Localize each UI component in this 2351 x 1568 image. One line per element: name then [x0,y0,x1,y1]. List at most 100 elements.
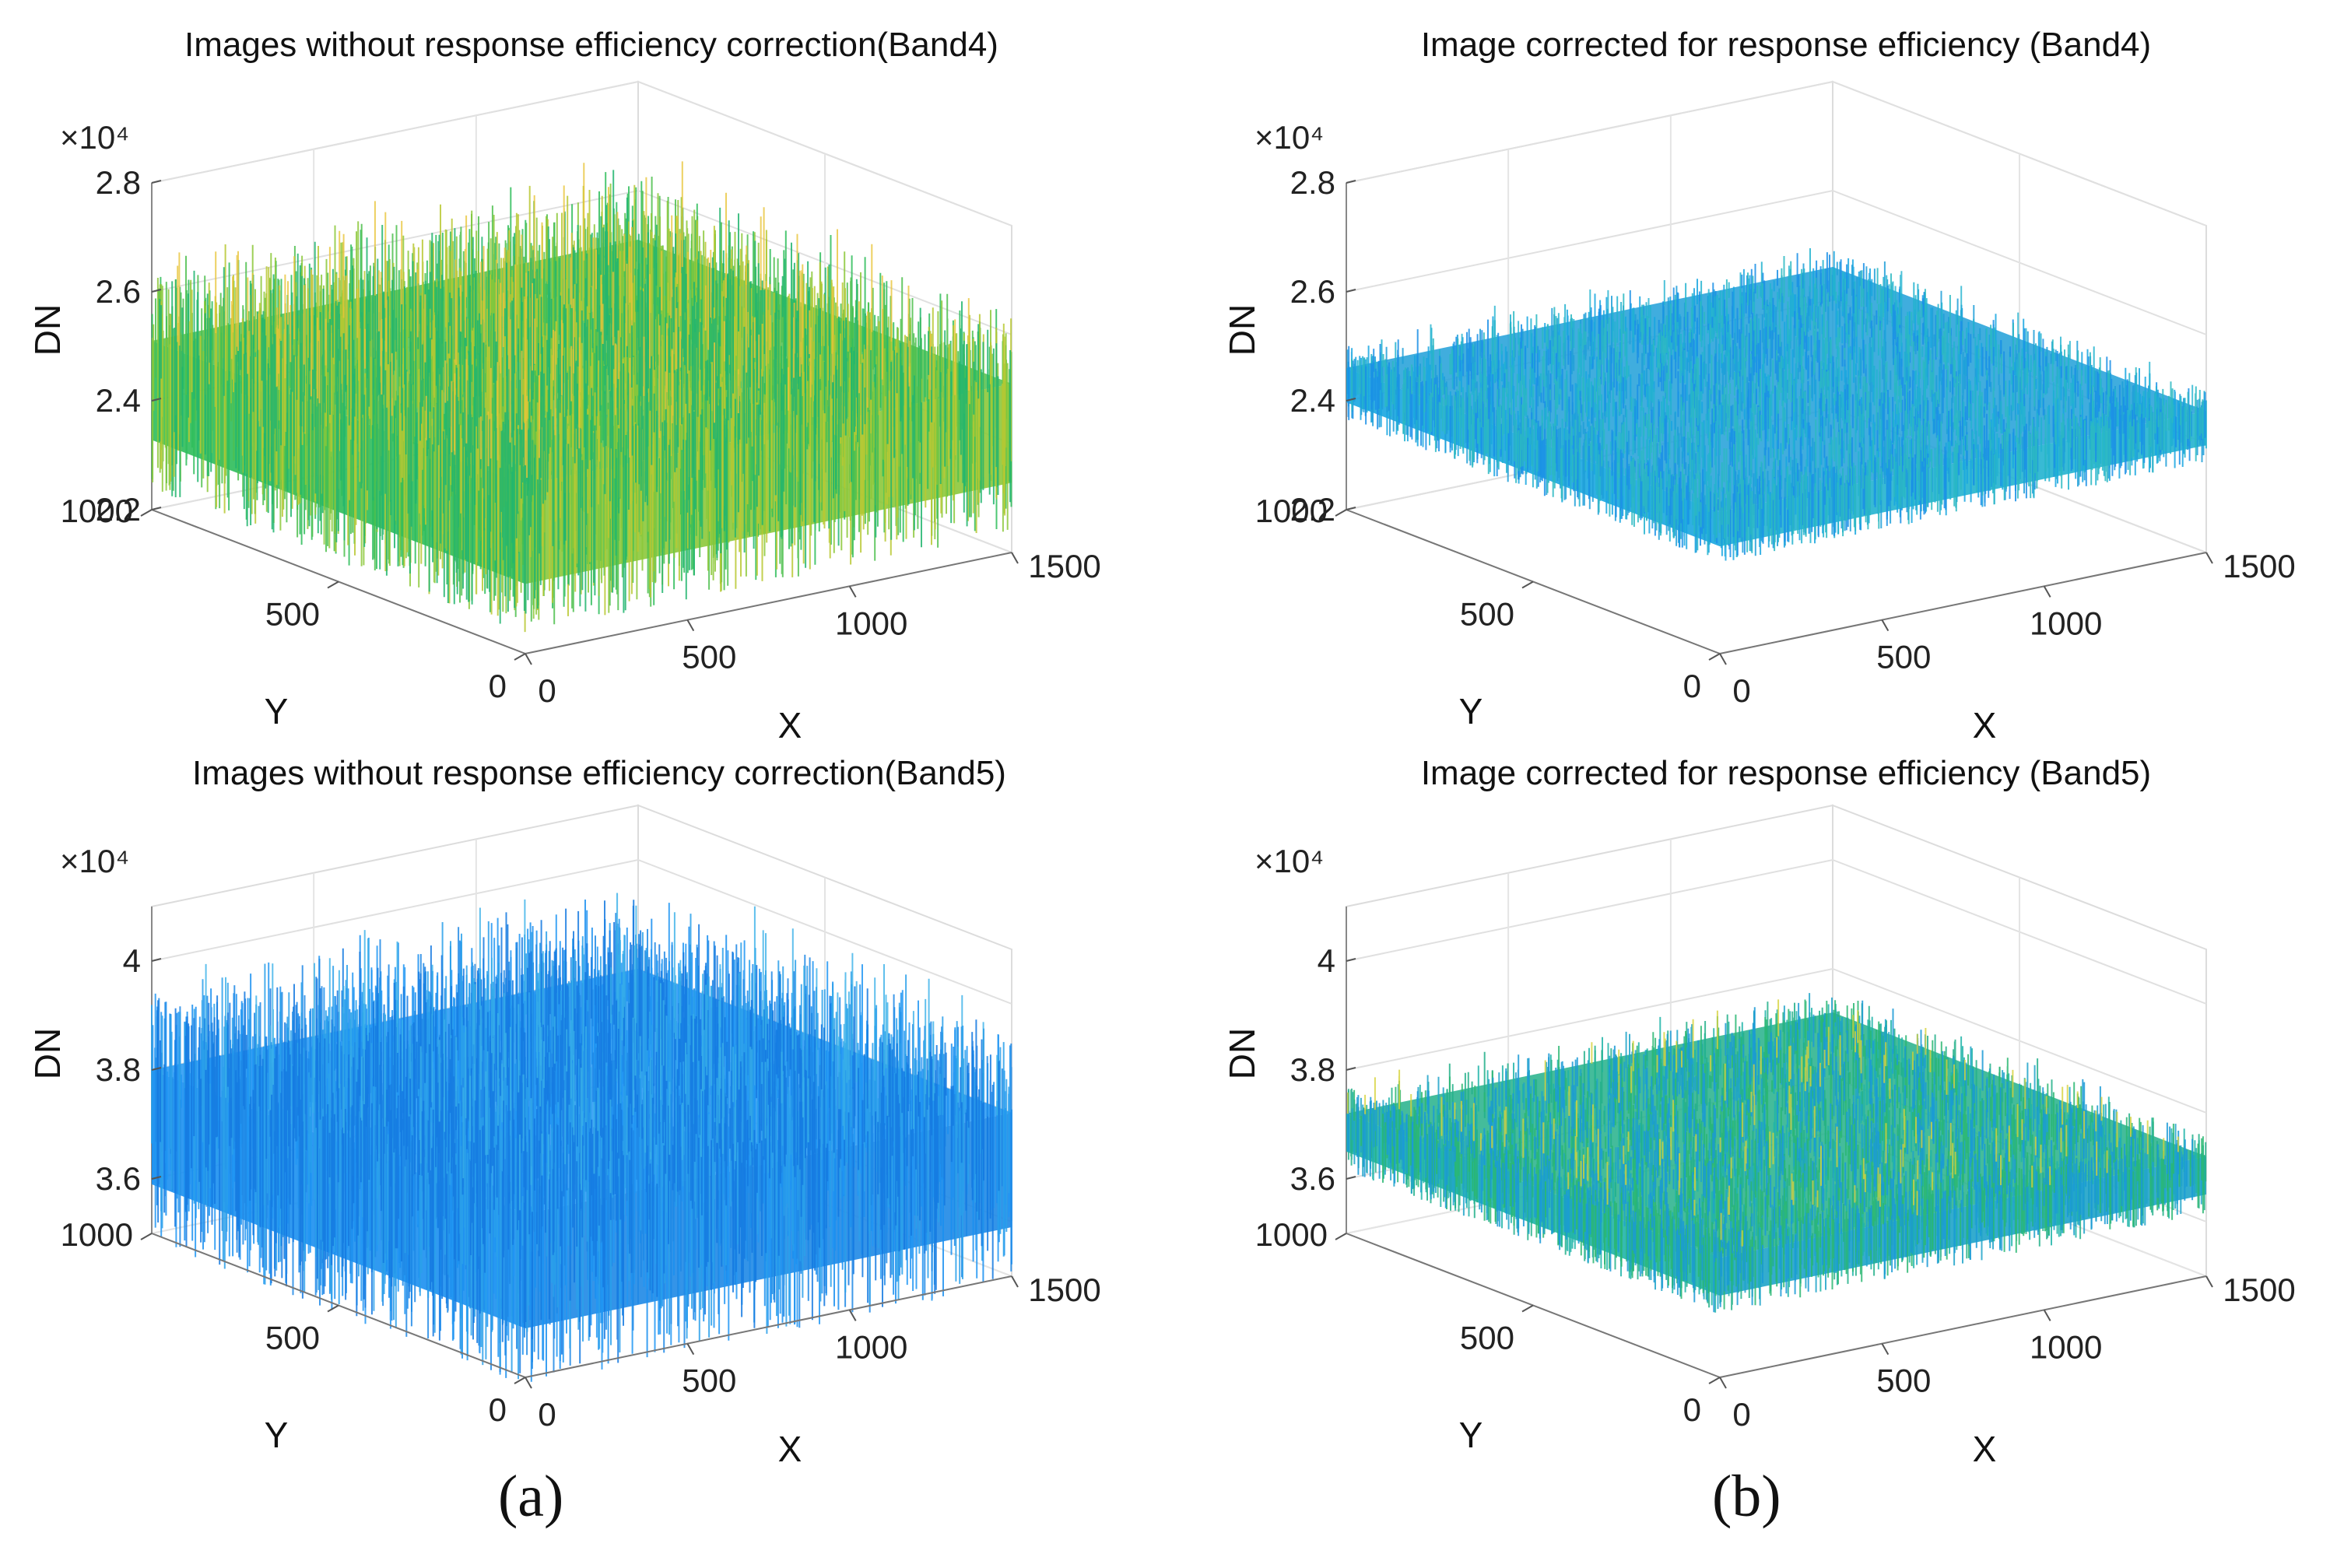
z-gridline [1346,80,2207,226]
y-tick-label: 1000 [1255,493,1328,529]
z-axis-label: DN [1222,304,1262,356]
chart-title: Image corrected for response efficiency … [1421,26,2151,64]
y-tick [514,1377,526,1384]
surface [151,161,1012,633]
z-tick [1346,1067,1356,1071]
x-tick [2043,585,2051,598]
x-tick [1011,1275,1019,1288]
x-tick-label: 1000 [2030,605,2102,641]
y-tick [140,1233,153,1240]
y-tick-label: 0 [1683,1391,1701,1428]
chart-title: Images without response efficiency corre… [184,26,998,64]
z-tick-label: 3.6 [1290,1160,1335,1197]
z-tick-label: 2.2 [1290,491,1335,528]
y-tick-label: 0 [489,668,507,704]
plot-band5-uncorrected: 3.6 3.8 4 ×10⁴ 0 500 1000 1500 0 500 1000 X Y DN Image… [27,754,1101,1469]
surface-spikes [1347,999,2179,1247]
surface [1346,248,2207,561]
chart-title: Images without response efficiency corre… [192,754,1006,792]
z-tick [151,1067,162,1071]
surface-spikes [177,161,970,478]
x-tick-label: 1500 [2223,548,2295,584]
x-axis-label: X [1973,705,1997,745]
y-tick-label: 500 [1460,596,1514,633]
y-tick [140,509,153,517]
z-tick [1346,180,1356,184]
surface-strokes [1351,256,2204,553]
y-tick-label: 1000 [61,1216,133,1253]
chart-title: Image corrected for response efficiency … [1421,754,2151,792]
z-tick-label: 4 [123,942,141,979]
x-axis-label: X [778,1429,802,1469]
x-tick [2043,1309,2051,1321]
panel-label-b: (b) [1712,1464,1781,1529]
x-tick-label: 0 [538,672,556,709]
y-tick-label: 1000 [1255,1216,1328,1253]
surface-strokes [1346,1000,2194,1313]
plot-band5-corrected: 3.6 3.8 4 ×10⁴ 0 500 1000 1500 0 500 1000 X Y DN Image… [1222,754,2296,1469]
x-tick-label: 1000 [835,605,907,641]
z-tick-label: 2.4 [96,382,141,419]
z-axis-label: DN [1222,1028,1262,1079]
z-tick-label: 2.8 [1290,164,1335,201]
surface-front-right [525,384,1012,584]
z-tick [1346,1176,1356,1180]
y-axis-label: Y [265,691,289,731]
x-tick [1881,619,1890,632]
y-tick [1708,1377,1721,1384]
z-gridline [151,80,1012,226]
y-axis-label: Y [1459,1415,1483,1455]
x-tick [2205,552,2213,564]
z-tick-label: 2.2 [96,491,141,528]
surface-spikes [205,893,998,1211]
z-tick [1346,398,1356,402]
y-tick-label: 0 [489,1391,507,1428]
z-tick [1346,507,1356,510]
x-tick [1011,552,1019,564]
x-tick-label: 1500 [2223,1272,2295,1308]
z-tick-label: 3.8 [96,1051,141,1088]
z-tick-label: 2.4 [1290,382,1335,419]
x-tick [848,1309,857,1321]
z-tick [151,289,162,293]
x-tick [525,1377,532,1389]
z-tick-label: 3.8 [1290,1051,1335,1088]
z-axis-label: DN [27,304,68,356]
x-tick-label: 1500 [1028,548,1100,584]
z-tick-label: 2.6 [96,273,141,310]
x-tick [848,585,857,598]
z-multiplier: ×10⁴ [1254,119,1324,156]
plot-band4-corrected: 2.2 2.4 2.6 2.8 ×10⁴ 0 500 1000 1500 0 500 1000 X Y DN… [1222,26,2296,745]
y-tick [1708,653,1721,661]
y-tick [1335,1233,1347,1240]
x-tick-label: 500 [682,639,736,675]
x-axis-line [525,552,1012,654]
y-tick [1335,509,1347,517]
x-tick [2205,1275,2213,1288]
x-tick [686,619,695,632]
surface [1346,993,2207,1313]
x-axis-line [525,1275,1012,1378]
z-tick-label: 2.8 [96,164,141,201]
z-tick [151,1176,162,1180]
y-tick-label: 0 [1683,668,1701,704]
y-tick-label: 500 [1460,1320,1514,1356]
x-tick [1881,1343,1890,1356]
y-tick [327,581,339,589]
x-axis-line [1719,552,2207,654]
z-tick [1346,289,1356,293]
z-tick-label: 2.6 [1290,273,1335,310]
surface [151,893,1012,1382]
x-tick-label: 0 [1732,672,1750,709]
y-tick [1521,1304,1534,1313]
x-tick [1719,1377,1727,1389]
x-tick [1719,653,1727,665]
y-axis-label: Y [1459,691,1483,731]
panel-label-a: (a) [498,1464,564,1529]
surface-strokes [159,170,1012,624]
x-tick-label: 500 [1876,639,1931,675]
z-tick-label: 3.6 [96,1160,141,1197]
y-tick [1521,581,1534,589]
y-tick-label: 1000 [61,493,133,529]
